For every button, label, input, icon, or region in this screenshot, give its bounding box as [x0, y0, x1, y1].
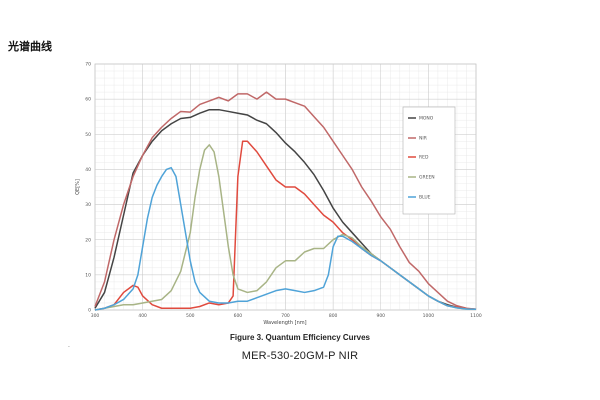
model-name: MER-530-20GM-P NIR — [241, 350, 359, 362]
legend-label-mono: MONO — [419, 116, 434, 122]
y-tick-label: 50 — [85, 132, 91, 138]
legend-label-nir: NIR — [419, 136, 427, 142]
series-line-nir — [94, 91, 477, 311]
legend-box — [402, 106, 456, 215]
x-tick-label: 700 — [281, 313, 290, 319]
stray-mark: · — [68, 344, 70, 351]
y-tick-label: 40 — [85, 167, 91, 173]
x-tick-labels: 300 400 500 600 700 800 900 1000 1100 — [91, 313, 482, 319]
x-tick-label: 1000 — [423, 313, 435, 319]
x-tick-label: 500 — [186, 313, 195, 319]
y-tick-label: 70 — [85, 62, 91, 68]
y-tick-label: 60 — [85, 97, 91, 103]
y-tick-labels: 0 10 20 30 40 50 60 70 — [85, 62, 91, 314]
figure-caption: Figure 3. Quantum Efficiency Curves — [229, 333, 371, 342]
y-tick-label: 10 — [85, 272, 91, 278]
legend-label-red: RED — [419, 155, 429, 161]
x-tick-label: 400 — [138, 313, 147, 319]
series-line-blue — [94, 166, 477, 311]
legend-label-green: GREEN — [419, 175, 435, 181]
y-tick-label: 30 — [85, 202, 91, 208]
y-tick-label: 0 — [88, 308, 91, 314]
x-tick-label: 600 — [234, 313, 243, 319]
x-tick-label: 1100 — [470, 313, 482, 319]
y-axis-label: QE[%] — [75, 179, 81, 195]
page-heading: 光谱曲线 — [8, 40, 52, 53]
x-axis-label: Wavelength [nm] — [263, 320, 306, 326]
x-tick-label: 800 — [329, 313, 338, 319]
y-tick-label: 20 — [85, 237, 91, 243]
series-lines — [94, 91, 477, 311]
x-tick-label: 300 — [91, 313, 100, 319]
legend: MONO NIR RED GREEN BLUE — [402, 106, 456, 215]
x-tick-label: 900 — [376, 313, 385, 319]
legend-label-blue: BLUE — [419, 195, 431, 201]
